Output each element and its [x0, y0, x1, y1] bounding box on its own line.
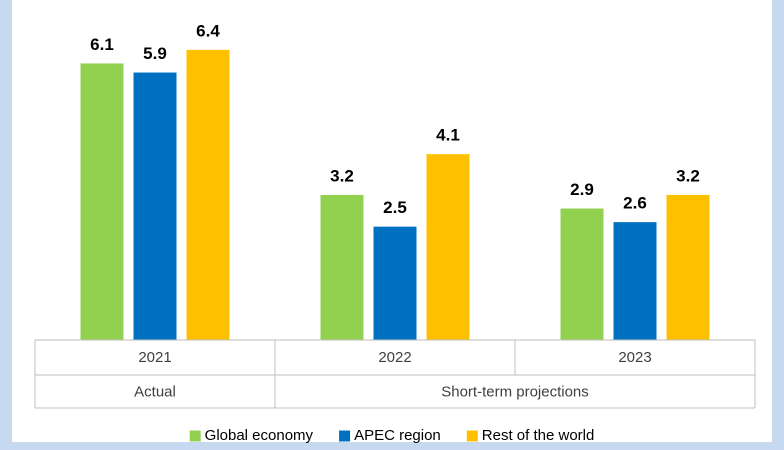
x-tick-label: 2021 [138, 349, 171, 366]
bar [666, 194, 710, 340]
bar [133, 72, 177, 341]
value-label: 2.5 [383, 198, 407, 217]
x-tick-label: 2022 [378, 349, 411, 366]
legend-label: APEC region [354, 427, 441, 444]
bar [186, 49, 230, 340]
value-label: 5.9 [143, 44, 167, 63]
value-label: 4.1 [436, 126, 460, 145]
bar [426, 154, 470, 340]
value-label: 2.9 [570, 180, 594, 199]
value-label: 2.6 [623, 194, 647, 213]
value-label: 3.2 [330, 166, 354, 185]
bar [373, 226, 417, 340]
bar [560, 208, 604, 340]
legend-swatch [189, 430, 201, 442]
legend-swatch [339, 430, 351, 442]
legend-swatch [466, 430, 478, 442]
bar [80, 63, 124, 340]
legend-label: Global economy [205, 427, 314, 444]
chart-area [12, 0, 772, 442]
group-label: Actual [134, 383, 176, 400]
value-label: 3.2 [676, 166, 700, 185]
group-label: Short-term projections [441, 383, 589, 400]
bar [320, 194, 364, 340]
legend-label: Rest of the world [482, 427, 595, 444]
value-label: 6.4 [196, 21, 220, 40]
bar [613, 222, 657, 340]
value-label: 6.1 [90, 35, 114, 54]
x-tick-label: 2023 [618, 349, 651, 366]
